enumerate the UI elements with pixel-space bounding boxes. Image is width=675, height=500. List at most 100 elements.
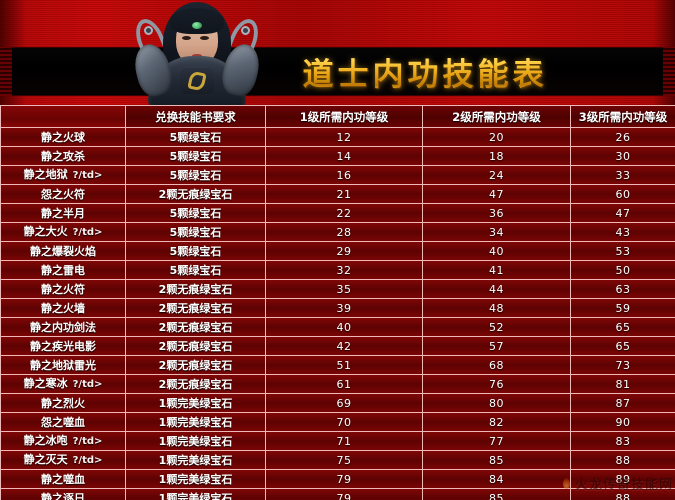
cell-lv1: 79	[265, 469, 423, 489]
cell-requirement: 2颗无痕绿宝石	[125, 317, 266, 337]
cell-skill-name: 静之逐日	[0, 488, 126, 500]
page-banner: 道士内功技能表	[0, 0, 675, 105]
banner-black-plate	[0, 47, 675, 96]
column-header-requirement: 兑换技能书要求	[125, 105, 266, 128]
portrait-collar	[180, 68, 214, 94]
cell-lv1: 14	[265, 146, 423, 166]
banner-ornament-left	[0, 47, 12, 96]
portrait-eye-right	[200, 36, 209, 40]
cell-lv3: 53	[570, 241, 675, 261]
skill-table-head: 兑换技能书要求 1级所需内功等级 2级所需内功等级 3级所需内功等级	[0, 105, 675, 128]
cell-lv3: 47	[570, 203, 675, 223]
cell-lv2: 68	[422, 355, 571, 375]
table-row: 静之攻杀 5颗绿宝石 14 18 30	[0, 146, 675, 166]
cell-skill-name: 怨之噬血	[0, 412, 126, 432]
table-row: 静之半月 5颗绿宝石 22 36 47	[0, 203, 675, 223]
cell-skill-name: 静之大火 ?/td>	[0, 222, 126, 242]
cell-lv3: 89	[570, 469, 675, 489]
cell-skill-name: 静之爆裂火焰	[0, 241, 126, 261]
cell-lv1: 51	[265, 355, 423, 375]
table-row: 静之地狱 ?/td> 5颗绿宝石 16 24 33	[0, 165, 675, 185]
cell-skill-name: 静之火墙	[0, 298, 126, 318]
cell-lv3: 63	[570, 279, 675, 299]
cell-skill-name: 静之雷电	[0, 260, 126, 280]
cell-lv1: 32	[265, 260, 423, 280]
cell-lv1: 69	[265, 393, 423, 413]
table-row: 静之烈火 1颗完美绿宝石 69 80 87	[0, 393, 675, 413]
table-header-row: 兑换技能书要求 1级所需内功等级 2级所需内功等级 3级所需内功等级	[0, 105, 675, 128]
table-row: 静之逐日 1颗完美绿宝石 79 85 88	[0, 488, 675, 500]
character-portrait-icon	[130, 0, 264, 105]
cell-lv2: 34	[422, 222, 571, 242]
cell-lv2: 76	[422, 374, 571, 394]
cell-skill-name: 静之灭天 ?/td>	[0, 450, 126, 470]
table-row: 静之灭天 ?/td> 1颗完美绿宝石 75 85 88	[0, 450, 675, 470]
cell-skill-name: 静之内功剑法	[0, 317, 126, 337]
cell-lv1: 12	[265, 127, 423, 147]
table-row: 静之大火 ?/td> 5颗绿宝石 28 34 43	[0, 222, 675, 242]
cell-skill-name: 静之火符	[0, 279, 126, 299]
cell-skill-name: 静之烈火	[0, 393, 126, 413]
portrait-forehead-gem	[192, 22, 202, 29]
portrait-horn-dot-left	[144, 26, 153, 35]
cell-lv1: 79	[265, 488, 423, 500]
cell-lv1: 40	[265, 317, 423, 337]
cell-lv3: 33	[570, 165, 675, 185]
table-row: 怨之噬血 1颗完美绿宝石 70 82 90	[0, 412, 675, 432]
page-title: 道士内功技能表	[275, 46, 575, 96]
cell-requirement: 1颗完美绿宝石	[125, 431, 266, 451]
table-row: 静之噬血 1颗完美绿宝石 79 84 89	[0, 469, 675, 489]
skill-table-container: 兑换技能书要求 1级所需内功等级 2级所需内功等级 3级所需内功等级 静之火球 5…	[0, 105, 675, 500]
cell-skill-name: 静之火球	[0, 127, 126, 147]
cell-lv1: 22	[265, 203, 423, 223]
column-header-skill-name	[0, 105, 126, 128]
cell-lv3: 83	[570, 431, 675, 451]
cell-requirement: 2颗无痕绿宝石	[125, 184, 266, 204]
table-row: 静之冰咆 ?/td> 1颗完美绿宝石 71 77 83	[0, 431, 675, 451]
cell-lv1: 42	[265, 336, 423, 356]
cell-lv3: 87	[570, 393, 675, 413]
table-row: 静之火球 5颗绿宝石 12 20 26	[0, 127, 675, 147]
cell-lv1: 35	[265, 279, 423, 299]
skill-name-artifact: ?/td>	[72, 455, 103, 466]
cell-requirement: 1颗完美绿宝石	[125, 450, 266, 470]
cell-lv1: 39	[265, 298, 423, 318]
banner-ornament-right	[663, 47, 675, 96]
cell-lv2: 85	[422, 488, 571, 500]
cell-requirement: 5颗绿宝石	[125, 165, 266, 185]
cell-skill-name: 静之噬血	[0, 469, 126, 489]
cell-lv3: 88	[570, 488, 675, 500]
cell-lv3: 26	[570, 127, 675, 147]
cell-skill-name: 怨之火符	[0, 184, 126, 204]
cell-lv2: 48	[422, 298, 571, 318]
cell-lv2: 41	[422, 260, 571, 280]
cell-lv3: 90	[570, 412, 675, 432]
skill-table-body: 静之火球 5颗绿宝石 12 20 26 静之攻杀 5颗绿宝石 14 18 30 静之地狱 ?/td> 5…	[0, 127, 675, 500]
cell-requirement: 2颗无痕绿宝石	[125, 355, 266, 375]
cell-lv2: 44	[422, 279, 571, 299]
cell-requirement: 1颗完美绿宝石	[125, 412, 266, 432]
cell-requirement: 2颗无痕绿宝石	[125, 298, 266, 318]
cell-skill-name: 静之地狱 ?/td>	[0, 165, 126, 185]
table-row: 静之寒冰 ?/td> 2颗无痕绿宝石 61 76 81	[0, 374, 675, 394]
table-row: 静之爆裂火焰 5颗绿宝石 29 40 53	[0, 241, 675, 261]
cell-lv3: 43	[570, 222, 675, 242]
column-header-level1: 1级所需内功等级	[265, 105, 423, 128]
cell-lv2: 20	[422, 127, 571, 147]
cell-lv2: 80	[422, 393, 571, 413]
cell-lv2: 84	[422, 469, 571, 489]
cell-lv2: 52	[422, 317, 571, 337]
cell-requirement: 5颗绿宝石	[125, 260, 266, 280]
cell-requirement: 5颗绿宝石	[125, 203, 266, 223]
cell-requirement: 2颗无痕绿宝石	[125, 279, 266, 299]
cell-lv1: 61	[265, 374, 423, 394]
cell-lv2: 57	[422, 336, 571, 356]
cell-requirement: 1颗完美绿宝石	[125, 393, 266, 413]
cell-lv1: 21	[265, 184, 423, 204]
column-header-level2: 2级所需内功等级	[422, 105, 571, 128]
cell-skill-name: 静之半月	[0, 203, 126, 223]
cell-requirement: 5颗绿宝石	[125, 222, 266, 242]
cell-skill-name: 静之地狱雷光	[0, 355, 126, 375]
skill-name-artifact: ?/td>	[72, 170, 103, 181]
